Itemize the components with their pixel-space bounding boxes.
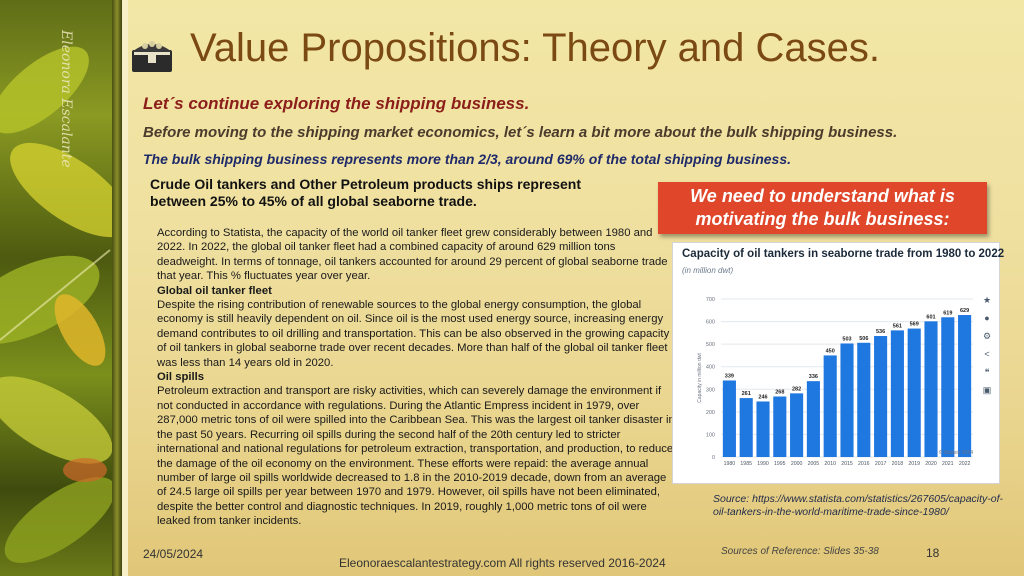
y-tick-label: 300	[706, 387, 715, 393]
subtitle-bulk: Before moving to the shipping market eco…	[143, 124, 898, 141]
bar-value-label: 503	[842, 336, 851, 342]
bar	[857, 342, 871, 457]
x-tick-label: 2000	[791, 461, 803, 467]
bar-value-label: 506	[859, 336, 868, 342]
x-tick-label: 2020	[925, 461, 937, 467]
x-tick-label: 2016	[858, 461, 870, 467]
sources-of-reference: Sources of Reference: Slides 35-38	[721, 546, 879, 557]
star-icon[interactable]: ★	[982, 295, 992, 305]
bar	[907, 328, 921, 457]
page-number: 18	[926, 546, 940, 560]
print-icon[interactable]: ▣	[982, 385, 992, 395]
y-axis-label: Capacity in million dwt	[697, 353, 703, 403]
heading-fleet: Global oil tanker fleet	[157, 284, 272, 297]
subtitle-share: The bulk shipping business represents mo…	[143, 151, 791, 167]
bar	[941, 317, 955, 457]
paragraph-fleet: Despite the rising contribution of renew…	[157, 299, 670, 369]
x-tick-label: 2015	[841, 461, 853, 467]
bar	[806, 381, 820, 457]
quote-icon[interactable]: ❝	[984, 367, 990, 377]
bar-value-label: 569	[910, 322, 919, 328]
bar-value-label: 282	[792, 386, 801, 392]
bar	[756, 401, 770, 457]
x-tick-label: 2021	[942, 461, 954, 467]
bar-value-label: 619	[943, 310, 952, 316]
x-tick-label: 1980	[724, 461, 736, 467]
paragraph-statista: According to Statista, the capacity of t…	[157, 227, 668, 283]
x-tick-label: 2017	[875, 461, 887, 467]
y-tick-label: 500	[706, 342, 715, 348]
bar-value-label: 536	[876, 329, 885, 335]
share-icon[interactable]: <	[984, 349, 990, 359]
painting-edge	[122, 0, 128, 576]
y-tick-label: 400	[706, 365, 715, 371]
bar-value-label: 339	[725, 373, 734, 379]
y-tick-label: 600	[706, 320, 715, 326]
bar	[739, 398, 753, 457]
leaf-illustration	[0, 46, 112, 563]
painting-frame	[112, 0, 122, 576]
bar-value-label: 450	[826, 348, 835, 354]
gear-icon[interactable]: ⚙	[982, 331, 992, 341]
crude-oil-statement: Crude Oil tankers and Other Petroleum pr…	[150, 176, 581, 209]
x-tick-label: 2018	[892, 461, 904, 467]
x-tick-label: 2019	[908, 461, 920, 467]
leaf-painting: Eleonora Escalante	[0, 0, 112, 576]
bar	[924, 321, 938, 457]
bar-chart: 0 100 200 300 400 500 600 700 Capacity in millio…	[697, 297, 973, 467]
chart-panel: Capacity of oil tankers in seaborne trad…	[672, 242, 1004, 484]
bar-value-label: 261	[742, 391, 751, 397]
chart-subtitle: (in million dwt)	[682, 266, 734, 275]
treasure-chest-icon	[130, 34, 174, 74]
x-tick-label: 1985	[740, 461, 752, 467]
footer-copyright: Eleonoraescalantestrategy.com All rights…	[339, 556, 666, 570]
slide-date: 24/05/2024	[143, 547, 204, 561]
x-tick-label: 2010	[824, 461, 836, 467]
bar	[790, 393, 804, 457]
bell-icon[interactable]: ●	[984, 313, 990, 323]
bar	[773, 396, 787, 457]
y-tick-label: 700	[706, 297, 715, 303]
bar-value-label: 268	[775, 390, 784, 396]
bar	[874, 336, 888, 457]
y-tick-label: 200	[706, 410, 715, 416]
body-text: According to Statista, the capacity of t…	[157, 226, 677, 529]
x-tick-label: 1995	[774, 461, 786, 467]
heading-oil-spills: Oil spills	[157, 371, 205, 384]
chart-toolbar: ★ ● ⚙ < ❝ ▣	[979, 291, 995, 399]
bar-value-label: 246	[758, 394, 767, 400]
x-tick-label: 2005	[808, 461, 820, 467]
bar	[958, 315, 972, 457]
bar-value-label: 601	[926, 314, 935, 320]
bar-value-label: 336	[809, 374, 818, 380]
callout-box: We need to understand what is motivating…	[658, 182, 987, 234]
y-tick-label: 0	[712, 455, 715, 461]
bar-value-label: 629	[960, 308, 969, 314]
slide-title: Value Propositions: Theory and Cases.	[190, 26, 881, 70]
chart-credit: © Statista 2024	[939, 449, 973, 456]
paragraph-oil-spills: Petroleum extraction and transport are r…	[157, 385, 675, 528]
chart-title: Capacity of oil tankers in seaborne trad…	[682, 248, 1005, 260]
x-tick-label: 2022	[959, 461, 971, 467]
subtitle-shipping: Let´s continue exploring the shipping bu…	[143, 94, 530, 113]
bar	[840, 343, 854, 457]
y-tick-label: 100	[706, 432, 715, 438]
source-citation[interactable]: Source: https://www.statista.com/statist…	[713, 493, 1004, 518]
artist-signature: Eleonora Escalante	[58, 30, 74, 168]
bar	[722, 380, 736, 457]
bar	[890, 330, 904, 457]
bar	[823, 355, 837, 457]
x-tick-label: 1990	[757, 461, 769, 467]
bar-value-label: 561	[893, 323, 902, 329]
